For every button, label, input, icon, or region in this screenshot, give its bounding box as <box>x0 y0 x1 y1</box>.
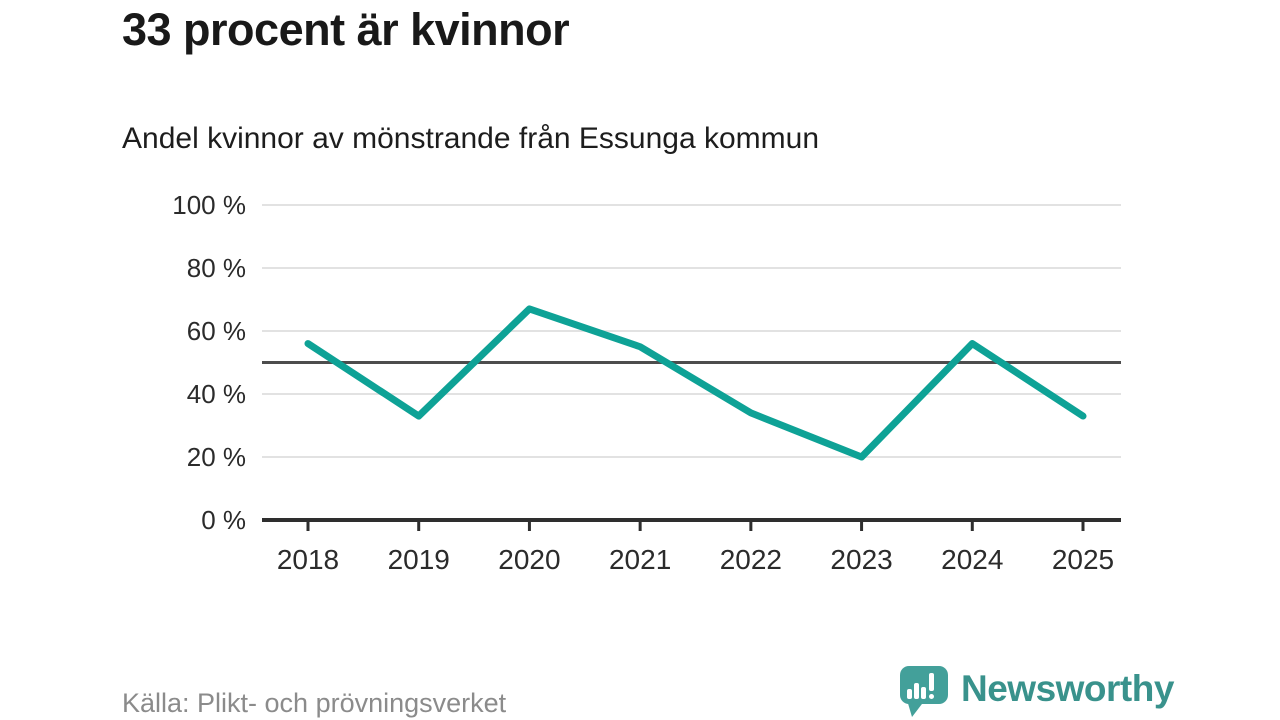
newsworthy-logo-icon <box>900 666 948 717</box>
x-axis-tick-label: 2024 <box>941 544 1003 575</box>
data-line <box>304 305 1087 461</box>
logo-bars-icon <box>907 673 934 699</box>
chart-subtitle: Andel kvinnor av mönstrande från Essunga… <box>122 122 820 155</box>
y-axis-tick-label: 0 % <box>201 505 246 535</box>
brand-lockup: Newsworthy <box>898 664 1174 718</box>
x-axis-tick-label: 2022 <box>720 544 782 575</box>
brand-name: Newsworthy <box>961 668 1174 709</box>
x-axis-tick-label: 2020 <box>498 544 560 575</box>
page-title: 33 procent är kvinnor <box>122 4 570 55</box>
x-axis-tick-label: 2021 <box>609 544 671 575</box>
x-axis-tick-label: 2023 <box>830 544 892 575</box>
x-axis-tick-label: 2019 <box>388 544 450 575</box>
x-axis-tick-label: 2018 <box>277 544 339 575</box>
source-note: Källa: Plikt- och prövningsverket <box>122 688 507 718</box>
y-axis-tick-label: 20 % <box>187 442 246 472</box>
y-axis-tick-label: 40 % <box>187 379 246 409</box>
y-axis-tick-label: 60 % <box>187 316 246 346</box>
x-axis-tick-label: 2025 <box>1052 544 1114 575</box>
y-axis-tick-label: 80 % <box>187 253 246 283</box>
y-axis-tick-label: 100 % <box>172 190 246 220</box>
